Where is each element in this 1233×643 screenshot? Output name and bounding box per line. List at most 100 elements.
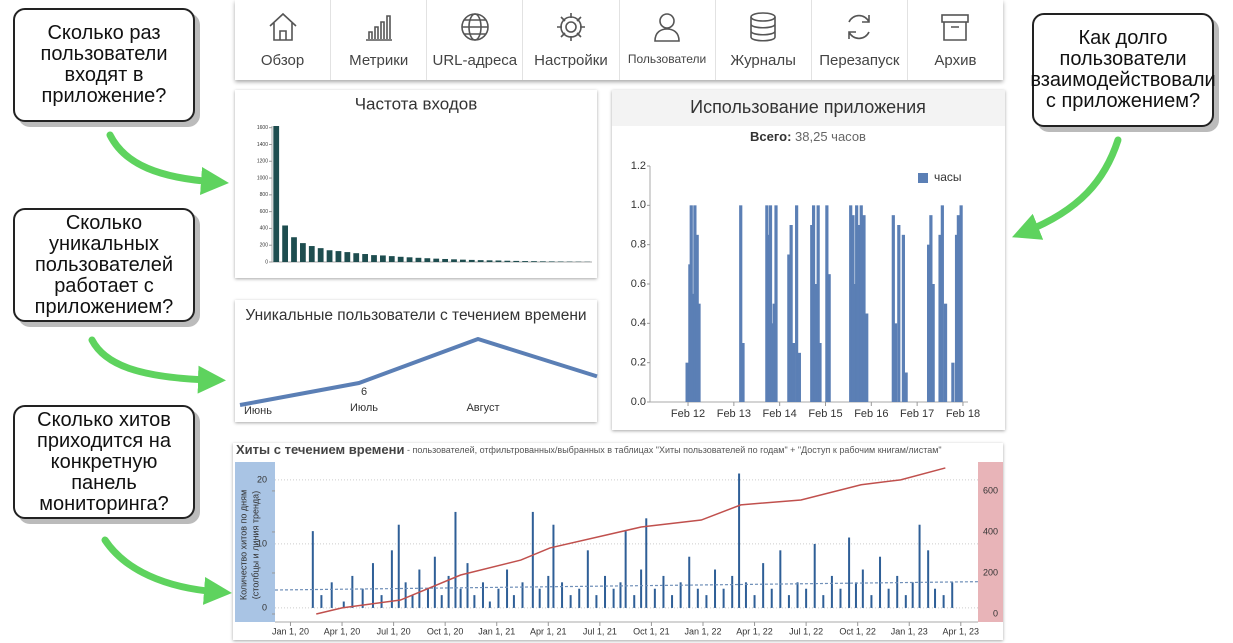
arrow	[1012, 136, 1122, 240]
bar	[810, 225, 814, 402]
toolbar-item[interactable]: Пользователи	[620, 0, 716, 80]
panel-header	[612, 90, 1005, 126]
y-tick-label: 400	[260, 226, 269, 232]
y-tick-label: 1600	[257, 125, 268, 131]
bar	[827, 274, 831, 402]
arrow	[88, 336, 226, 394]
bar	[943, 303, 948, 402]
panel	[233, 443, 1003, 640]
bar	[772, 303, 776, 402]
toolbar-label[interactable]: Архив	[934, 52, 977, 69]
toolbar-item[interactable]: Настройки	[523, 0, 620, 80]
y-tick-label: 600	[983, 485, 998, 495]
bar	[722, 588, 725, 608]
bar	[451, 259, 457, 262]
toolbar-label[interactable]: Метрики	[349, 52, 409, 69]
bar	[522, 261, 528, 262]
total-value: 38,25 часов	[795, 129, 866, 144]
toolbar-label[interactable]: Обзор	[260, 52, 305, 69]
panel	[235, 90, 597, 278]
bar	[477, 260, 484, 262]
toolbar: Обзор Метрики URL-адреса Настройки Польз…	[235, 0, 1003, 80]
bar	[805, 588, 808, 608]
y-tick-label: 0.2	[631, 357, 646, 369]
cumulative-line	[316, 467, 946, 615]
toolbar-label[interactable]: Журналы	[730, 52, 796, 69]
callout: Сколько раз пользователи входят в прилож…	[13, 8, 195, 122]
bar	[351, 575, 354, 608]
line	[239, 337, 598, 407]
bar	[856, 225, 861, 402]
bar	[612, 588, 615, 608]
bar	[433, 556, 436, 608]
bar	[540, 261, 546, 262]
total-label: Всего:	[750, 129, 791, 144]
bar	[762, 563, 765, 608]
bar	[473, 595, 476, 608]
bar	[818, 343, 822, 402]
x-tick-label: Feb 18	[946, 408, 980, 420]
toolbar-item[interactable]: Журналы	[716, 0, 812, 80]
bar	[797, 352, 801, 402]
bar	[454, 511, 457, 608]
bar	[300, 243, 306, 262]
bar	[931, 284, 935, 402]
x-tick-label: Feb 17	[900, 408, 934, 420]
bar	[326, 250, 333, 262]
bar	[466, 563, 469, 608]
title: Хиты с течением времени	[236, 442, 404, 457]
legend-label: часы	[934, 170, 962, 184]
toolbar-label[interactable]: Настройки	[534, 52, 608, 69]
bar	[744, 582, 747, 608]
bar	[335, 251, 342, 262]
bar	[795, 205, 799, 402]
axis-band	[235, 462, 275, 622]
bar	[388, 256, 395, 262]
bar	[901, 234, 905, 402]
bar	[468, 259, 475, 262]
y-tick-label: 1400	[257, 142, 268, 148]
y-tick-label: 200	[983, 567, 998, 577]
bar	[308, 246, 315, 262]
y-axis-label: (столбцы и линия тренда)	[250, 491, 260, 599]
bar	[862, 215, 866, 402]
bar	[440, 595, 443, 608]
bar	[865, 313, 869, 402]
toolbar-label[interactable]: Перезапуск	[819, 52, 900, 69]
bar	[595, 595, 598, 608]
bar	[561, 582, 564, 608]
toolbar-label[interactable]: URL-адреса	[432, 52, 518, 69]
bar	[578, 588, 581, 608]
toolbar-item[interactable]: Обзор	[235, 0, 332, 80]
legend-swatch	[918, 173, 928, 183]
bar	[954, 234, 959, 402]
callout: Сколько уникальных пользователей работае…	[13, 208, 195, 322]
bar	[918, 524, 921, 608]
bar	[870, 595, 873, 608]
x-tick-label: Apr 1, 23	[943, 626, 980, 636]
bar	[848, 537, 851, 608]
callout: Как долго пользователи взаимодействовали…	[1030, 13, 1216, 127]
x-tick-label: Jan 1, 23	[891, 626, 928, 636]
toolbar-label[interactable]: Пользователи	[627, 52, 707, 66]
toolbar-item[interactable]: Архив	[908, 0, 1003, 80]
bar	[397, 256, 404, 262]
bar	[887, 588, 890, 608]
bar	[679, 582, 682, 608]
bar	[380, 595, 383, 608]
bar	[741, 343, 745, 402]
bar	[739, 205, 743, 402]
toolbar-item[interactable]: Метрики	[331, 0, 428, 80]
subtitle: - пользователей, отфильтрованных/выбранн…	[404, 445, 941, 455]
y-tick-label: 0.0	[631, 396, 646, 408]
bar	[897, 225, 901, 402]
bar	[770, 323, 774, 402]
bar	[513, 260, 520, 262]
bar	[830, 575, 833, 608]
x-tick-label: Июнь	[244, 405, 272, 417]
chart-title: Использование приложения	[690, 97, 926, 117]
toolbar-item[interactable]: URL-адреса	[427, 0, 524, 80]
toolbar-item[interactable]: Перезапуск	[812, 0, 908, 80]
x-tick-label: Apr 1, 21	[530, 626, 567, 636]
bar	[787, 254, 791, 402]
